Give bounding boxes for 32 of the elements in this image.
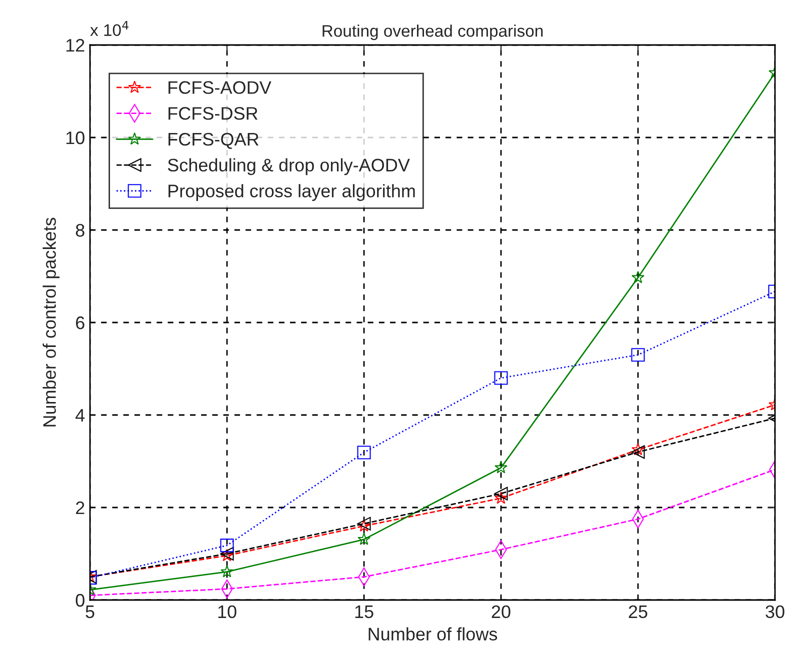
legend-label: FCFS-DSR (168, 107, 258, 120)
x-tick-label: 10 (218, 605, 236, 618)
y-tick-label: 2 (76, 501, 84, 514)
y-tick-label: 4 (76, 409, 85, 422)
point (494, 460, 508, 474)
point (494, 491, 508, 504)
x-tick-label: 5 (86, 606, 94, 618)
point (220, 538, 234, 552)
point (357, 516, 371, 530)
x-tick-label: 30 (766, 605, 784, 618)
y-tick-label: 0 (76, 594, 84, 607)
legend-label: Scheduling & drop only-AODV (168, 158, 410, 176)
y-tick-label: 6 (76, 316, 84, 330)
x-axis-title: Number of flows (368, 627, 498, 641)
y-axis-title: Number of control packets (42, 218, 60, 426)
point (494, 486, 508, 500)
text: x 10$^{4}$ (90, 20, 128, 36)
x-tick-label: 15 (355, 606, 374, 618)
legend-label: FCFS-QAR (168, 132, 259, 149)
point (220, 565, 234, 578)
legend-label: FCFS-AODV (168, 81, 272, 94)
point (358, 519, 370, 532)
y-tick-label: 12 (66, 38, 84, 52)
x-tick-label: 20 (492, 605, 510, 618)
y-tick-label: 8 (76, 224, 84, 237)
chart-title: Routing overhead comparison (322, 24, 543, 40)
point (358, 532, 370, 545)
legend-label: Proposed cross layer algorithm (168, 184, 415, 201)
x-tick-label: 25 (628, 605, 648, 618)
y-tick-label: 10 (66, 131, 84, 144)
point (494, 371, 508, 385)
point (357, 446, 371, 460)
